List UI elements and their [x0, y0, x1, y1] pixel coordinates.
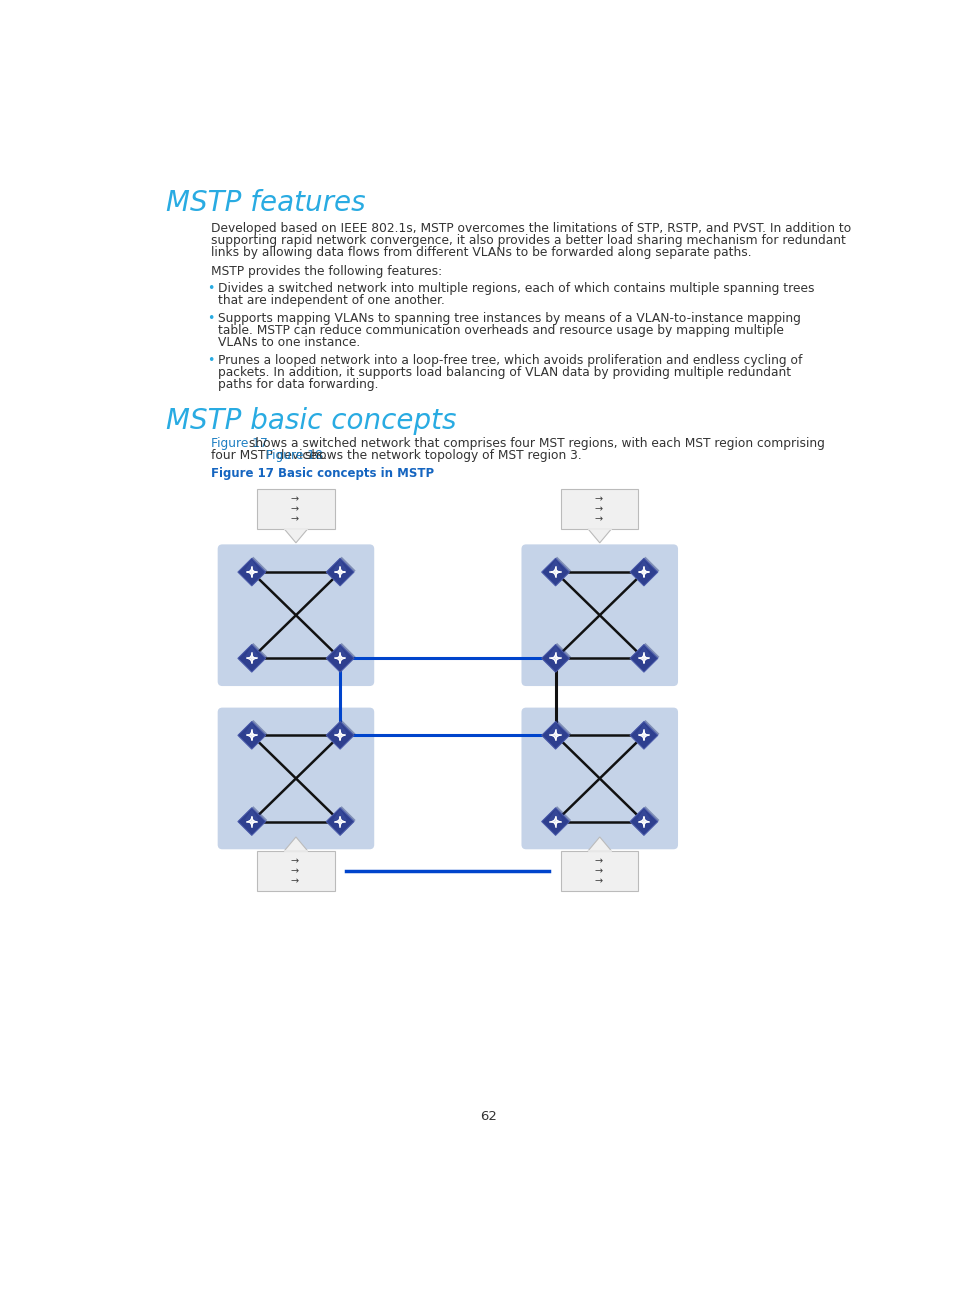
- Text: →: →: [291, 866, 298, 876]
- Polygon shape: [542, 557, 571, 584]
- Text: →: →: [594, 866, 601, 876]
- Polygon shape: [637, 723, 650, 735]
- Polygon shape: [541, 644, 569, 673]
- Polygon shape: [328, 557, 355, 584]
- Polygon shape: [548, 560, 562, 572]
- Polygon shape: [542, 721, 571, 748]
- Polygon shape: [587, 529, 611, 543]
- Polygon shape: [631, 721, 659, 748]
- Polygon shape: [629, 722, 658, 749]
- Text: packets. In addition, it supports load balancing of VLAN data by providing multi: packets. In addition, it supports load b…: [218, 365, 791, 378]
- Text: •: •: [207, 281, 214, 294]
- FancyBboxPatch shape: [521, 544, 678, 686]
- Polygon shape: [541, 559, 569, 586]
- Text: table. MSTP can reduce communication overheads and resource usage by mapping mul: table. MSTP can reduce communication ove…: [218, 324, 783, 337]
- Polygon shape: [629, 807, 658, 836]
- Text: →: →: [291, 876, 298, 886]
- Polygon shape: [326, 807, 354, 836]
- Text: Divides a switched network into multiple regions, each of which contains multipl: Divides a switched network into multiple…: [218, 281, 814, 294]
- FancyBboxPatch shape: [560, 851, 638, 890]
- FancyBboxPatch shape: [217, 544, 374, 686]
- Text: →: →: [594, 494, 601, 504]
- Text: Supports mapping VLANs to spanning tree instances by means of a VLAN-to-instance: Supports mapping VLANs to spanning tree …: [218, 312, 801, 325]
- Polygon shape: [245, 560, 258, 572]
- Polygon shape: [333, 645, 347, 657]
- FancyBboxPatch shape: [560, 489, 638, 529]
- Polygon shape: [631, 806, 659, 833]
- Polygon shape: [239, 721, 267, 748]
- Polygon shape: [245, 723, 258, 735]
- Polygon shape: [548, 809, 562, 820]
- Polygon shape: [239, 643, 267, 670]
- FancyBboxPatch shape: [257, 851, 335, 890]
- Text: →: →: [594, 855, 601, 866]
- Text: Figure 18: Figure 18: [266, 450, 323, 463]
- Text: Developed based on IEEE 802.1s, MSTP overcomes the limitations of STP, RSTP, and: Developed based on IEEE 802.1s, MSTP ove…: [211, 222, 850, 235]
- Polygon shape: [333, 809, 347, 820]
- Polygon shape: [326, 644, 354, 673]
- Text: Figure 17: Figure 17: [211, 437, 267, 450]
- Polygon shape: [328, 643, 355, 670]
- Text: →: →: [291, 504, 298, 515]
- Polygon shape: [631, 643, 659, 670]
- FancyBboxPatch shape: [217, 708, 374, 849]
- Text: Figure 17 Basic concepts in MSTP: Figure 17 Basic concepts in MSTP: [211, 468, 434, 481]
- Polygon shape: [328, 721, 355, 748]
- Polygon shape: [631, 557, 659, 584]
- Polygon shape: [245, 809, 258, 820]
- Polygon shape: [629, 644, 658, 673]
- Polygon shape: [542, 806, 571, 833]
- Text: supporting rapid network convergence, it also provides a better load sharing mec: supporting rapid network convergence, it…: [211, 233, 844, 246]
- Polygon shape: [284, 529, 307, 543]
- Polygon shape: [548, 723, 562, 735]
- Polygon shape: [333, 723, 347, 735]
- Text: →: →: [291, 494, 298, 504]
- Text: that are independent of one another.: that are independent of one another.: [218, 294, 445, 307]
- Polygon shape: [542, 643, 571, 670]
- Polygon shape: [637, 645, 650, 657]
- Polygon shape: [237, 559, 266, 586]
- Polygon shape: [637, 560, 650, 572]
- Polygon shape: [237, 722, 266, 749]
- Text: →: →: [291, 515, 298, 524]
- Text: MSTP basic concepts: MSTP basic concepts: [166, 407, 456, 434]
- Text: Prunes a looped network into a loop-free tree, which avoids proliferation and en: Prunes a looped network into a loop-free…: [218, 354, 802, 367]
- Polygon shape: [587, 837, 611, 851]
- Text: links by allowing data flows from different VLANs to be forwarded along separate: links by allowing data flows from differ…: [211, 246, 751, 259]
- Text: MSTP features: MSTP features: [166, 189, 365, 218]
- Polygon shape: [237, 644, 266, 673]
- FancyBboxPatch shape: [521, 708, 678, 849]
- Text: MSTP provides the following features:: MSTP provides the following features:: [211, 266, 441, 279]
- Text: →: →: [291, 855, 298, 866]
- Polygon shape: [333, 560, 347, 572]
- Text: 62: 62: [480, 1109, 497, 1122]
- Text: →: →: [594, 504, 601, 515]
- Text: shows a switched network that comprises four MST regions, with each MST region c: shows a switched network that comprises …: [245, 437, 823, 450]
- FancyBboxPatch shape: [257, 489, 335, 529]
- Polygon shape: [541, 807, 569, 836]
- Text: shows the network topology of MST region 3.: shows the network topology of MST region…: [300, 450, 580, 463]
- Text: paths for data forwarding.: paths for data forwarding.: [218, 377, 378, 390]
- Polygon shape: [237, 807, 266, 836]
- Text: four MSTP devices.: four MSTP devices.: [211, 450, 331, 463]
- Polygon shape: [629, 559, 658, 586]
- Text: VLANs to one instance.: VLANs to one instance.: [218, 336, 360, 349]
- Polygon shape: [245, 645, 258, 657]
- Text: •: •: [207, 354, 214, 367]
- Polygon shape: [541, 722, 569, 749]
- Polygon shape: [239, 806, 267, 833]
- Text: •: •: [207, 312, 214, 325]
- Polygon shape: [548, 645, 562, 657]
- Polygon shape: [328, 806, 355, 833]
- Polygon shape: [326, 722, 354, 749]
- Polygon shape: [326, 559, 354, 586]
- Polygon shape: [284, 837, 307, 851]
- Text: →: →: [594, 876, 601, 886]
- Text: →: →: [594, 515, 601, 524]
- Polygon shape: [239, 557, 267, 584]
- Polygon shape: [637, 809, 650, 820]
